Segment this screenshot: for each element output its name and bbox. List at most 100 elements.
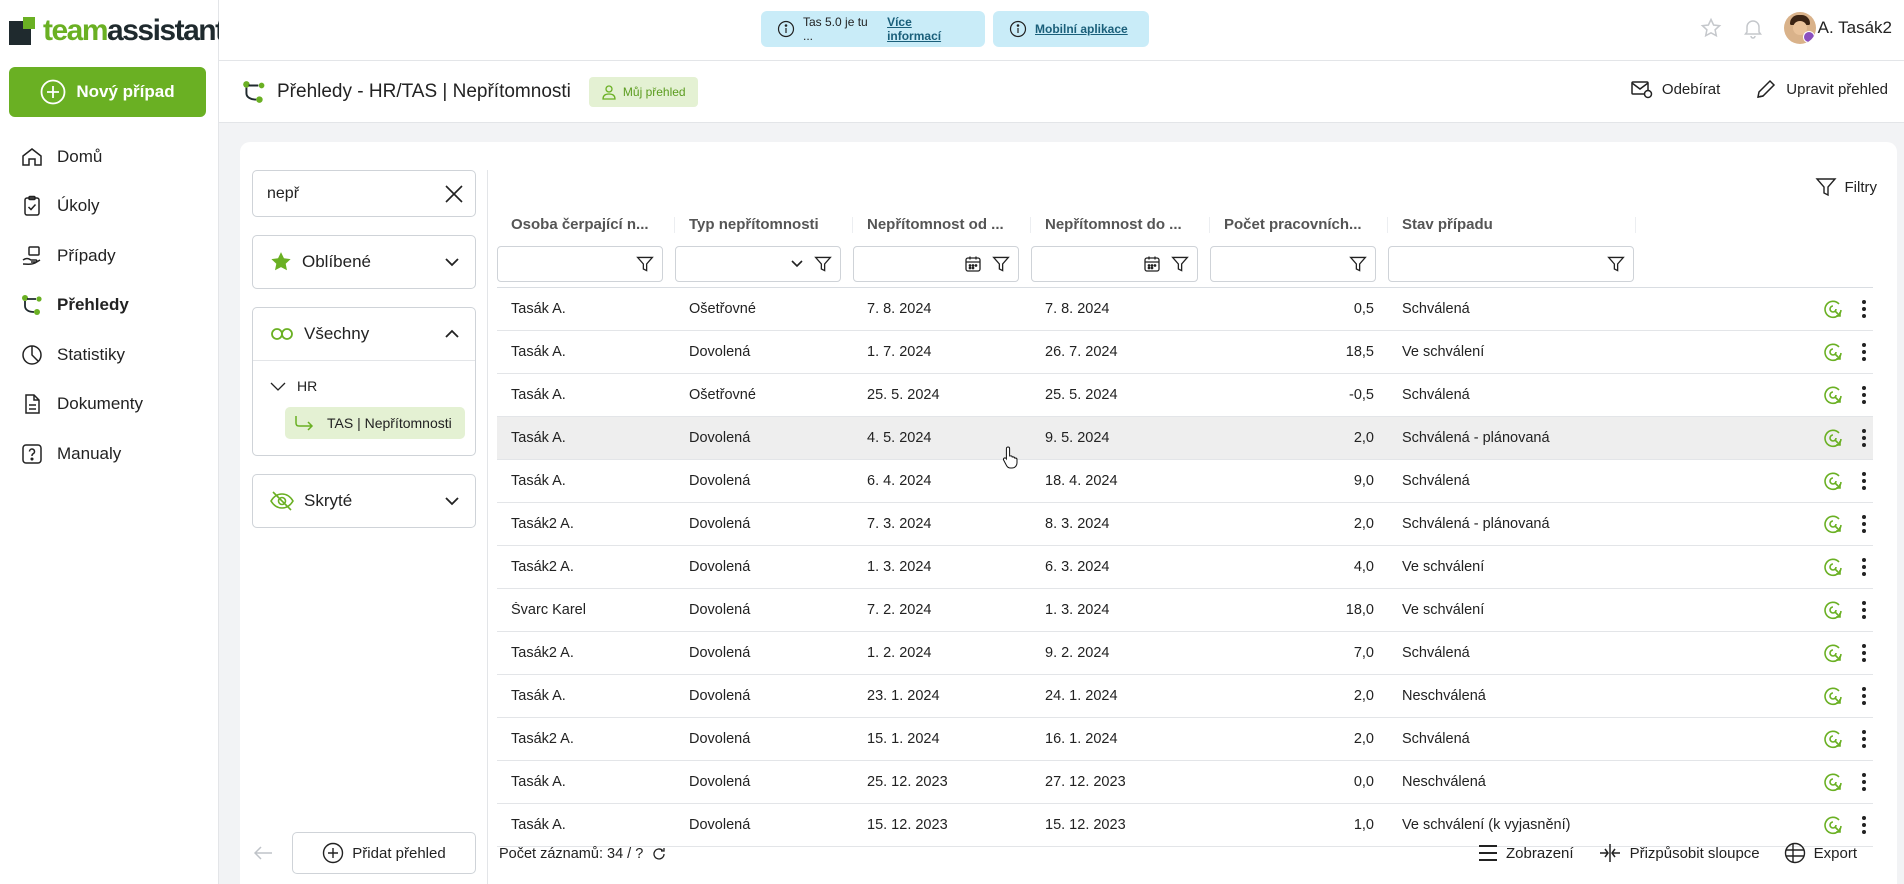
all-group-header[interactable]: Všechny [253,308,475,360]
column-header-type[interactable]: Typ nepřítomnosti [675,217,853,233]
filter-icon[interactable] [814,255,832,273]
nav-item-documents[interactable]: Dokumenty [20,380,210,430]
open-case-icon[interactable] [1821,813,1845,837]
nav-item-home[interactable]: Domů [20,132,210,182]
open-case-icon[interactable] [1821,340,1845,364]
menu-icon [1478,844,1498,862]
more-vertical-icon[interactable] [1861,729,1867,749]
filter-input-person[interactable] [497,245,663,282]
arrow-left-icon[interactable] [252,844,274,862]
more-vertical-icon[interactable] [1861,772,1867,792]
column-header-person[interactable]: Osoba čerpající n... [497,217,675,233]
filter-icon[interactable] [1607,255,1625,273]
hidden-group-header[interactable]: Skryté [253,475,475,527]
table-row[interactable]: Tasák A. Dovolená 6. 4. 2024 18. 4. 2024… [497,460,1873,503]
column-header-days[interactable]: Počet pracovních... [1210,217,1388,233]
logo[interactable]: teamassistant [9,14,225,47]
add-view-button[interactable]: Přidat přehled [292,832,476,874]
cell-from: 1. 7. 2024 [867,344,932,360]
more-vertical-icon[interactable] [1861,600,1867,620]
table-row[interactable]: Tasák A. Dovolená 25. 12. 2023 27. 12. 2… [497,761,1873,804]
more-vertical-icon[interactable] [1861,471,1867,491]
more-vertical-icon[interactable] [1861,299,1867,319]
filter-input-days[interactable] [1210,245,1376,282]
filter-date-from[interactable] [853,245,1019,282]
view-settings-button[interactable]: Zobrazení [1478,842,1574,864]
nav-item-reports[interactable]: Přehledy [20,281,210,331]
more-info-link[interactable]: Více informací [887,15,942,43]
more-vertical-icon[interactable] [1861,385,1867,405]
table-row[interactable]: Švarc Karel Dovolená 7. 2. 2024 1. 3. 20… [497,589,1873,632]
tree-folder-hr[interactable]: HR [269,373,465,399]
more-vertical-icon[interactable] [1861,815,1867,835]
table-row[interactable]: Tasák2 A. Dovolená 7. 3. 2024 8. 3. 2024… [497,503,1873,546]
table-row[interactable]: Tasák2 A. Dovolená 1. 2. 2024 9. 2. 2024… [497,632,1873,675]
tree-item-tas-absences[interactable]: TAS | Nepřítomnosti [285,407,465,439]
tree-search-input[interactable]: nepř [252,170,476,217]
cell-status: Ve schválení [1402,344,1485,360]
nav-item-cases[interactable]: Případy [20,231,210,281]
cell-days: 18,0 [1345,602,1374,618]
table-row[interactable]: Tasák2 A. Dovolená 15. 1. 2024 16. 1. 20… [497,718,1873,761]
new-case-button[interactable]: Nový případ [9,67,206,117]
user-menu[interactable]: A. Tasák2 [1783,12,1892,44]
filter-select-type[interactable] [675,245,841,282]
open-case-icon[interactable] [1821,727,1845,751]
open-case-icon[interactable] [1821,469,1845,493]
more-vertical-icon[interactable] [1861,643,1867,663]
column-header-to[interactable]: Nepřítomnost do ... [1031,217,1210,233]
filter-icon[interactable] [1171,255,1189,273]
refresh-icon[interactable] [651,846,667,862]
cell-type: Dovolená [689,731,751,747]
more-vertical-icon[interactable] [1861,514,1867,534]
table-row[interactable]: Tasák A. Ošetřovné 25. 5. 2024 25. 5. 20… [497,374,1873,417]
calendar-icon[interactable] [964,255,982,273]
logo-prefix: team [43,14,109,47]
filter-icon[interactable] [636,255,654,273]
table-row[interactable]: Tasák A. Ošetřovné 7. 8. 2024 7. 8. 2024… [497,288,1873,331]
subscribe-button[interactable]: Odebírat [1630,77,1720,101]
filter-input-status[interactable] [1388,245,1634,282]
filter-date-to[interactable] [1031,245,1198,282]
open-case-icon[interactable] [1821,684,1845,708]
fit-columns-button[interactable]: Přizpůsobit sloupce [1598,842,1760,864]
open-case-icon[interactable] [1821,770,1845,794]
logo-suffix: assistant [107,14,225,47]
table-row[interactable]: Tasák A. Dovolená 23. 1. 2024 24. 1. 202… [497,675,1873,718]
bell-icon[interactable] [1742,17,1764,39]
open-case-icon[interactable] [1821,641,1845,665]
table-row[interactable]: Tasák A. Dovolená 4. 5. 2024 9. 5. 2024 … [497,417,1873,460]
filter-icon[interactable] [992,255,1010,273]
close-icon[interactable] [443,183,465,205]
edit-view-button[interactable]: Upravit přehled [1754,77,1888,101]
nav-item-statistics[interactable]: Statistiky [20,330,210,380]
cell-type: Dovolená [689,430,751,446]
star-icon[interactable] [1700,17,1722,39]
filter-icon[interactable] [1349,255,1367,273]
open-case-icon[interactable] [1821,555,1845,579]
cell-days: 4,0 [1353,559,1374,575]
open-case-icon[interactable] [1821,426,1845,450]
filters-button[interactable]: Filtry [1814,176,1877,198]
more-vertical-icon[interactable] [1861,428,1867,448]
my-view-badge[interactable]: Můj přehled [588,77,698,107]
nav-item-manuals[interactable]: Manualy [20,429,210,479]
open-case-icon[interactable] [1821,598,1845,622]
more-vertical-icon[interactable] [1861,342,1867,362]
calendar-icon[interactable] [1143,255,1161,273]
table-row[interactable]: Tasák2 A. Dovolená 1. 3. 2024 6. 3. 2024… [497,546,1873,589]
open-case-icon[interactable] [1821,297,1845,321]
mobile-app-link[interactable]: Mobilní aplikace [1035,22,1128,36]
favorites-group-header[interactable]: Oblíbené [253,236,475,288]
nav-item-tasks[interactable]: Úkoly [20,182,210,232]
more-vertical-icon[interactable] [1861,557,1867,577]
table-row[interactable]: Tasák A. Dovolená 15. 12. 2023 15. 12. 2… [497,804,1873,847]
column-header-from[interactable]: Nepřítomnost od ... [853,217,1031,233]
table-row[interactable]: Tasák A. Dovolená 1. 7. 2024 26. 7. 2024… [497,331,1873,374]
column-header-status[interactable]: Stav případu [1388,217,1636,233]
cell-person: Tasák2 A. [511,559,574,575]
open-case-icon[interactable] [1821,383,1845,407]
open-case-icon[interactable] [1821,512,1845,536]
export-button[interactable]: Export [1784,842,1857,864]
more-vertical-icon[interactable] [1861,686,1867,706]
